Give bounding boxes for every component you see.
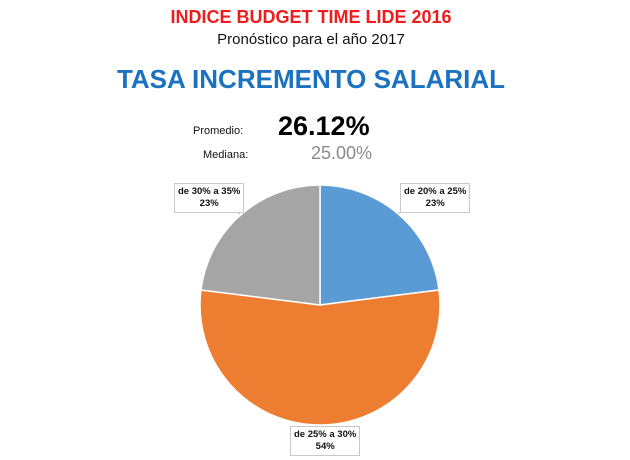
chart-title: TASA INCREMENTO SALARIAL bbox=[116, 64, 506, 94]
pie-slice-0 bbox=[319, 184, 440, 306]
average-label: Promedio: bbox=[193, 125, 244, 137]
data-label-slice-1: de 25% a 30% 54% bbox=[290, 426, 361, 456]
average-value: 26.12% bbox=[278, 111, 370, 141]
slice-label: de 25% a 30% bbox=[294, 429, 357, 440]
pie-slice-2 bbox=[200, 184, 321, 306]
slice-value: 23% bbox=[199, 198, 219, 209]
median-label: Mediana: bbox=[203, 149, 249, 161]
slice-value: 23% bbox=[425, 198, 445, 209]
pie-slice-1 bbox=[199, 289, 441, 426]
data-label-slice-0: de 20% a 25% 23% bbox=[400, 183, 471, 213]
median-value: 25.00% bbox=[311, 143, 373, 163]
slice-label: de 20% a 25% bbox=[404, 186, 467, 197]
slice-label: de 30% a 35% bbox=[178, 186, 241, 197]
data-label-slice-2: de 30% a 35% 23% bbox=[174, 183, 245, 213]
report-subtitle: Pronóstico para el año 2017 bbox=[217, 31, 405, 48]
slice-value: 54% bbox=[315, 441, 335, 452]
report-title: INDICE BUDGET TIME LIDE 2016 bbox=[170, 7, 452, 27]
